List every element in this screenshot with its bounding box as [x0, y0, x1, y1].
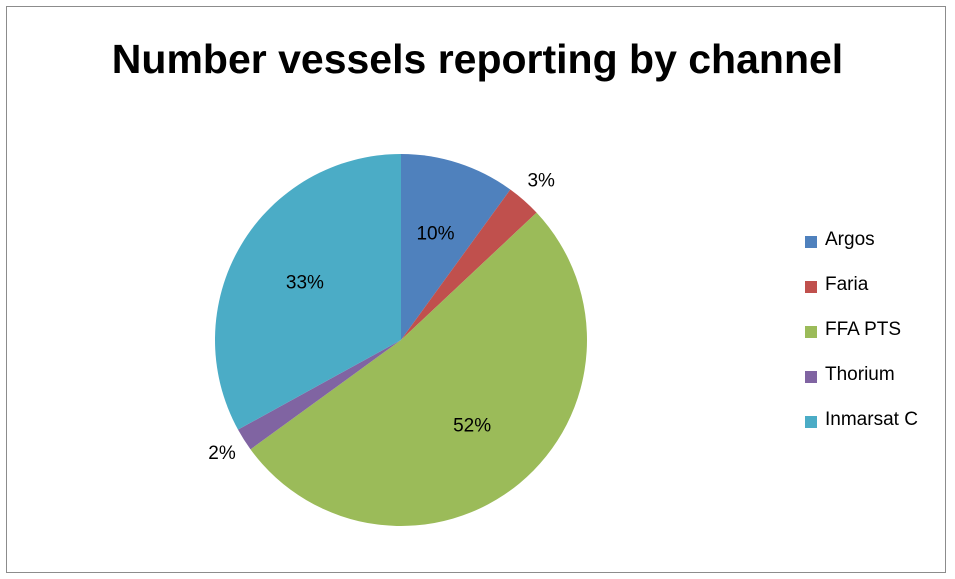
legend-label: Thorium — [825, 364, 895, 385]
pie-slice-faria — [401, 189, 537, 340]
chart-title: Number vessels reporting by channel — [111, 36, 844, 82]
data-label-ffa-pts: 52% — [453, 415, 491, 436]
pie-slice-argos — [401, 154, 511, 340]
legend-swatch — [805, 281, 817, 293]
legend-label: FFA PTS — [825, 319, 902, 340]
data-label-inmarsat-c: 33% — [286, 273, 324, 294]
data-label-thorium: 2% — [208, 443, 236, 464]
legend-label: Faria — [825, 274, 869, 295]
legend-swatch — [805, 416, 817, 428]
pie-slice-inmarsat-c — [215, 153, 401, 430]
legend-swatch — [805, 371, 817, 383]
pie-slice-ffa-pts — [250, 212, 588, 527]
pie-slice-thorium — [238, 340, 401, 450]
legend-label: Inmarsat C — [825, 409, 918, 430]
legend-label: Argos — [825, 229, 875, 250]
legend-swatch — [805, 236, 817, 248]
data-label-argos: 10% — [416, 223, 454, 244]
legend-swatch — [805, 326, 817, 338]
data-label-faria: 3% — [527, 170, 555, 191]
